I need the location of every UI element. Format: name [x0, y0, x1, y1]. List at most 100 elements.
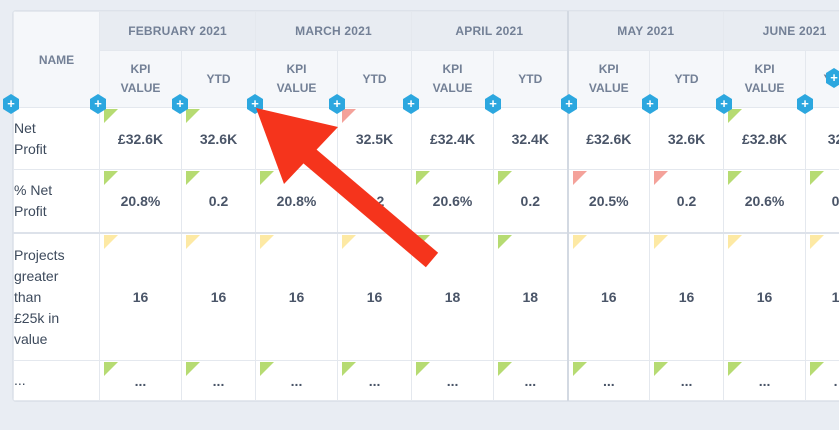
kpi-cell[interactable]: 16: [180, 232, 257, 361]
cell-value: .: [833, 372, 838, 389]
insert-column-button[interactable]: +: [403, 94, 419, 114]
kpi-cell[interactable]: ...: [493, 360, 569, 401]
kpi-cell[interactable]: 16: [99, 232, 182, 361]
kpi-cell[interactable]: ...: [180, 360, 257, 401]
status-flag-icon: [342, 362, 357, 376]
cell-value: 16: [366, 289, 383, 305]
month-header-may: MAY 2021: [566, 11, 725, 51]
kpi-cell[interactable]: 32.4K: [493, 107, 569, 170]
cell-value: 18: [444, 289, 461, 305]
insert-column-button[interactable]: +: [172, 94, 188, 114]
cell-value: 32.6K: [667, 130, 706, 147]
kpi-cell[interactable]: 18: [411, 232, 495, 361]
kpi-cell[interactable]: 20.6%: [411, 169, 495, 234]
kpi-cell[interactable]: £32.4K: [411, 107, 495, 170]
status-flag-icon: [572, 171, 587, 185]
status-flag-icon: [104, 109, 118, 123]
kpi-cell[interactable]: 16: [337, 232, 413, 361]
kpi-cell[interactable]: ...: [566, 360, 651, 401]
kpi-cell[interactable]: ...: [255, 360, 339, 401]
cell-value: 0.2: [364, 193, 385, 209]
kpi-cell[interactable]: 16: [649, 232, 725, 361]
cell-value: 32.5K: [355, 130, 394, 147]
cell-value: 0.2: [208, 193, 229, 209]
row-label: % Net Profit: [13, 169, 100, 234]
kpi-cell[interactable]: ...: [411, 360, 495, 401]
kpi-cell[interactable]: 16: [723, 232, 807, 361]
row-label: Net Profit: [13, 107, 100, 170]
cell-value: 20.8%: [120, 193, 161, 209]
status-flag-icon: [810, 362, 825, 376]
insert-column-button[interactable]: +: [485, 94, 501, 114]
kpi-cell[interactable]: £32.8K: [723, 107, 807, 170]
status-flag-icon: [186, 171, 200, 185]
cell-value: £32.6K: [117, 130, 164, 147]
status-flag-icon: [186, 362, 200, 376]
status-flag-icon: [498, 362, 513, 376]
kpi-cell[interactable]: 32: [805, 107, 839, 170]
kpi-value-header: KPI VALUE: [411, 50, 495, 108]
kpi-cell[interactable]: £32.6K: [566, 107, 651, 170]
cell-value: 1: [831, 289, 839, 305]
cell-value: £32.8K: [741, 130, 788, 147]
cell-value: 20.5%: [588, 193, 629, 209]
status-flag-icon: [104, 235, 118, 249]
kpi-value-header: KPI VALUE: [723, 50, 807, 108]
insert-column-button[interactable]: +: [561, 94, 577, 114]
kpi-cell[interactable]: 20.5%: [566, 169, 651, 234]
status-flag-icon: [810, 235, 825, 249]
cell-value: £32.4K: [429, 130, 476, 147]
insert-column-button[interactable]: +: [642, 94, 658, 114]
cell-value: 32: [827, 130, 839, 147]
kpi-cell[interactable]: 0: [805, 169, 839, 234]
cell-value: 32.6K: [199, 130, 238, 147]
status-flag-icon: [572, 235, 587, 249]
kpi-cell[interactable]: 16: [566, 232, 651, 361]
status-flag-icon: [342, 109, 357, 123]
ytd-header: YTD: [337, 50, 413, 108]
cell-value: ...: [758, 372, 771, 389]
cell-value: 0.2: [676, 193, 697, 209]
cell-value: 20.6%: [432, 193, 473, 209]
kpi-cell[interactable]: ...: [723, 360, 807, 401]
kpi-cell[interactable]: .: [805, 360, 839, 401]
status-flag-icon: [260, 171, 275, 185]
kpi-cell[interactable]: 0.2: [493, 169, 569, 234]
kpi-cell[interactable]: 20.8%: [99, 169, 182, 234]
kpi-cell[interactable]: ...: [99, 360, 182, 401]
cell-value: 18: [522, 289, 539, 305]
status-flag-icon: [416, 235, 431, 249]
kpi-cell[interactable]: £32.6K: [99, 107, 182, 170]
kpi-table-card: NAME FEBRUARY 2021 MARCH 2021 APRIL 2021…: [12, 10, 839, 402]
month-header-march: MARCH 2021: [255, 11, 413, 51]
cell-value: 20.8%: [276, 193, 317, 209]
insert-column-button[interactable]: +: [3, 94, 19, 114]
insert-column-button[interactable]: +: [797, 94, 813, 114]
kpi-cell[interactable]: 18: [493, 232, 569, 361]
status-flag-icon: [104, 171, 118, 185]
kpi-cell[interactable]: 0.2: [337, 169, 413, 234]
month-header-february: FEBRUARY 2021: [98, 11, 257, 51]
kpi-cell[interactable]: ...: [337, 360, 413, 401]
kpi-cell[interactable]: ...: [649, 360, 725, 401]
kpi-cell[interactable]: 32.6K: [180, 107, 257, 170]
cell-value: 0.2: [520, 193, 541, 209]
cell-value: ...: [368, 372, 381, 389]
kpi-cell[interactable]: 1: [805, 232, 839, 361]
insert-column-button[interactable]: +: [716, 94, 732, 114]
table-row: ...............................: [13, 360, 839, 401]
insert-column-button[interactable]: +: [826, 68, 839, 88]
kpi-cell[interactable]: 32.6K: [649, 107, 725, 170]
kpi-cell[interactable]: 0.2: [649, 169, 725, 234]
cell-value: 16: [600, 289, 617, 305]
status-flag-icon: [810, 171, 825, 185]
kpi-cell[interactable]: 0.2: [180, 169, 257, 234]
kpi-cell[interactable]: 16: [255, 232, 339, 361]
kpi-cell[interactable]: [255, 107, 339, 170]
cell-value: 32.4K: [511, 130, 549, 147]
insert-column-button[interactable]: +: [90, 94, 106, 114]
kpi-cell[interactable]: 20.6%: [723, 169, 807, 234]
kpi-cell[interactable]: 32.5K: [337, 107, 413, 170]
status-flag-icon: [728, 362, 743, 376]
kpi-cell[interactable]: 20.8%: [255, 169, 339, 234]
